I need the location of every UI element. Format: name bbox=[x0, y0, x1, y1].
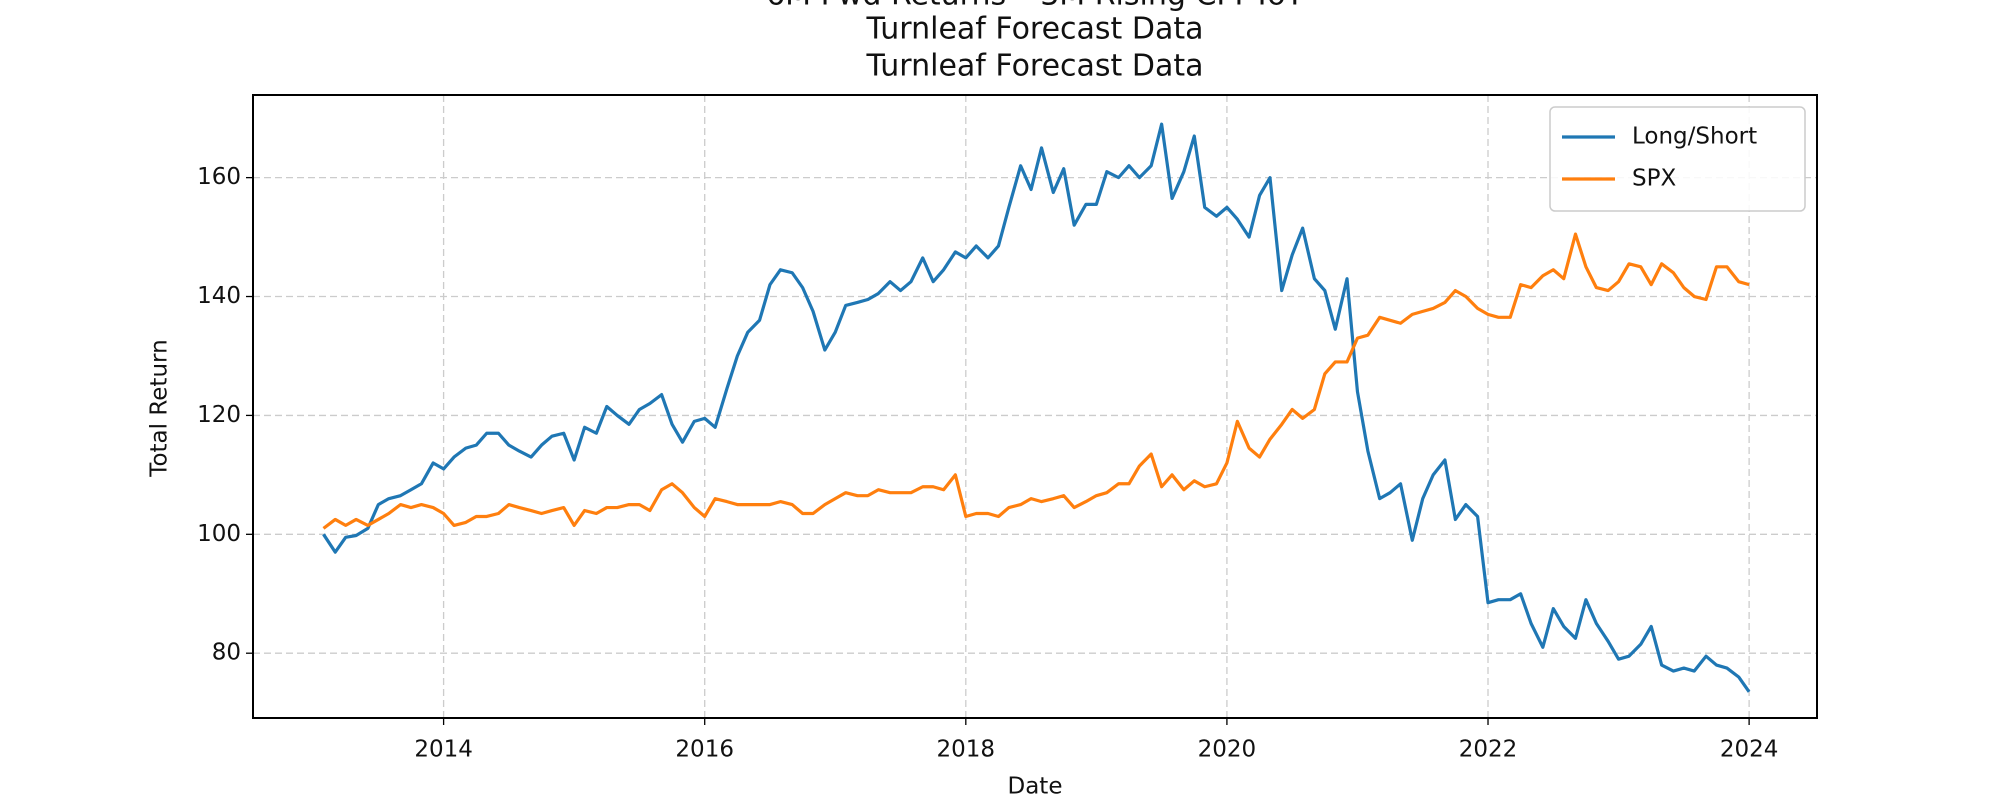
y-tick-label: 100 bbox=[197, 521, 241, 547]
data-line bbox=[322, 122, 1751, 693]
x-tick-label: 2022 bbox=[1459, 737, 1518, 763]
y-tick-label: 160 bbox=[197, 164, 241, 190]
chart-subtitle: Turnleaf Forecast Data bbox=[866, 12, 1204, 47]
x-tick-label: 2016 bbox=[675, 737, 734, 763]
y-tick-label: 80 bbox=[212, 640, 241, 666]
x-axis-label: Date bbox=[1008, 774, 1063, 800]
x-tick-label: 2020 bbox=[1198, 737, 1257, 763]
legend-box bbox=[1549, 106, 1806, 212]
data-line bbox=[322, 232, 1750, 530]
legend-label: SPX bbox=[1632, 166, 1676, 192]
chart-subtitle: Turnleaf Forecast Data bbox=[866, 49, 1204, 84]
y-axis-label: Total Return bbox=[147, 339, 173, 477]
x-tick-label: 2024 bbox=[1720, 737, 1779, 763]
legend-label: Long/Short bbox=[1632, 124, 1757, 150]
plot-frame bbox=[252, 94, 1818, 719]
chart-title: 6M Fwd Returns – 3M Rising CPI YoY bbox=[766, 0, 1304, 13]
x-tick-label: 2018 bbox=[937, 737, 996, 763]
x-tick-label: 2014 bbox=[414, 737, 473, 763]
y-tick-label: 140 bbox=[197, 283, 241, 309]
y-tick-label: 120 bbox=[197, 402, 241, 428]
